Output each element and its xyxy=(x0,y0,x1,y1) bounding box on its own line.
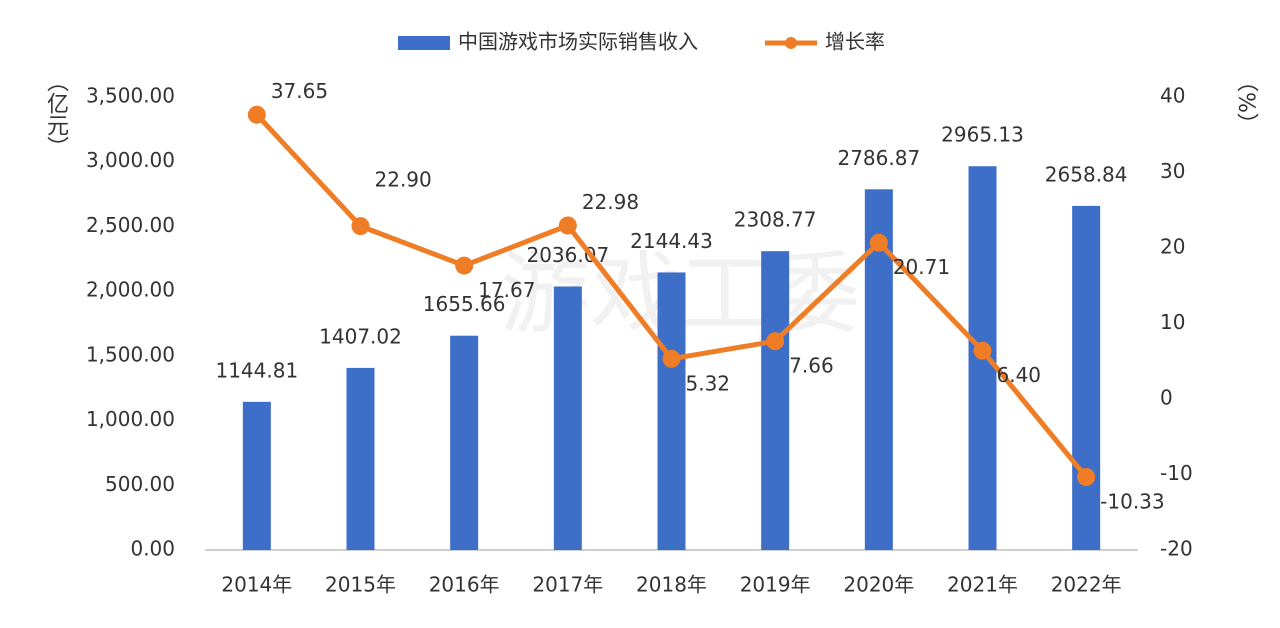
bar xyxy=(553,286,582,550)
bar xyxy=(1072,205,1101,551)
bar-value-label: 2308.77 xyxy=(734,208,817,232)
line-point xyxy=(766,332,785,351)
bar-value-label: 1655.66 xyxy=(423,292,506,316)
line-point xyxy=(455,256,474,275)
bar-value-label: 1407.02 xyxy=(319,324,402,348)
line-point xyxy=(558,216,577,235)
line-value-label: -10.33 xyxy=(1100,489,1164,513)
y2-tick-label: 20 xyxy=(1160,235,1185,259)
bar xyxy=(450,335,479,550)
line-point xyxy=(662,349,681,368)
x-tick-label: 2015年 xyxy=(325,573,396,597)
legend-swatch xyxy=(398,36,450,50)
x-tick-label: 2020年 xyxy=(843,573,914,597)
line-value-label: 37.65 xyxy=(271,79,328,103)
y-tick-label: 0.00 xyxy=(130,537,175,561)
x-tick-label: 2021年 xyxy=(947,573,1018,597)
bar-value-label: 2965.13 xyxy=(941,123,1024,147)
bar xyxy=(657,272,686,550)
y2-tick-label: -20 xyxy=(1160,537,1193,561)
y-tick-label: 3,500.00 xyxy=(86,84,175,108)
y2-tick-label: -10 xyxy=(1160,461,1193,485)
y-tick-label: 1,500.00 xyxy=(86,342,175,366)
line-point xyxy=(351,217,370,236)
bar-value-label: 2658.84 xyxy=(1045,162,1128,186)
bar xyxy=(242,401,271,550)
y-tick-label: 3,000.00 xyxy=(86,148,175,172)
legend-swatch xyxy=(785,37,797,49)
bar-value-label: 1144.81 xyxy=(215,358,298,382)
x-tick-label: 2022年 xyxy=(1051,573,1122,597)
x-tick-label: 2017年 xyxy=(532,573,603,597)
bar xyxy=(761,251,790,550)
line-value-label: 22.90 xyxy=(375,168,432,192)
x-tick-label: 2014年 xyxy=(221,573,292,597)
y-tick-label: 2,000.00 xyxy=(86,278,175,302)
y-tick-label: 500.00 xyxy=(105,472,175,496)
legend-label: 中国游戏市场实际销售收入 xyxy=(458,30,698,54)
legend-label: 增长率 xyxy=(825,30,885,54)
line-value-label: 6.40 xyxy=(997,363,1042,387)
line-point xyxy=(1077,467,1096,486)
y-axis-label: （亿元） xyxy=(43,70,69,158)
y2-tick-label: 10 xyxy=(1160,310,1185,334)
y2-axis-label: （%） xyxy=(1233,70,1259,135)
x-tick-label: 2019年 xyxy=(740,573,811,597)
x-tick-label: 2018年 xyxy=(636,573,707,597)
x-tick-label: 2016年 xyxy=(429,573,500,597)
bar-value-label: 2786.87 xyxy=(837,146,920,170)
line-value-label: 22.98 xyxy=(582,190,639,214)
y2-tick-label: 0 xyxy=(1160,386,1173,410)
bar xyxy=(346,367,375,550)
line-point xyxy=(973,341,992,360)
y2-tick-label: 40 xyxy=(1160,84,1185,108)
y2-tick-label: 30 xyxy=(1160,159,1185,183)
bar-value-label: 2144.43 xyxy=(630,229,713,253)
line-value-label: 20.71 xyxy=(893,255,950,279)
line-value-label: 17.67 xyxy=(478,278,535,302)
y-tick-label: 1,000.00 xyxy=(86,407,175,431)
line-value-label: 7.66 xyxy=(789,354,834,378)
line-point xyxy=(247,105,266,124)
line-value-label: 5.32 xyxy=(686,371,731,395)
y-tick-label: 2,500.00 xyxy=(86,213,175,237)
line-point xyxy=(869,233,888,252)
